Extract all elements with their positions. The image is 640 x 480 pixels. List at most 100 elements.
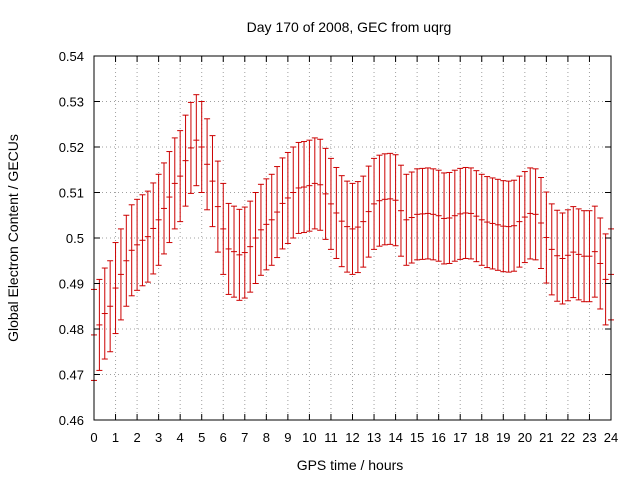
x-tick-label: 4 [177,430,184,445]
error-bar [537,176,544,269]
error-bar [301,141,308,234]
error-bar [365,165,372,258]
error-bar [171,137,178,230]
axis-ticks: 0 1 2 3 4 5 6 7 8 9 10 11 12 13 14 15 16 17 18 19 20 21 22 23 24… [59,49,619,445]
x-tick-label: 14 [388,430,402,445]
error-bar [338,175,345,268]
error-bar [344,180,351,273]
error-bar [252,192,259,284]
x-tick-label: 5 [198,430,205,445]
error-bar [317,138,324,231]
error-bar [591,205,598,298]
error-bar [403,173,410,266]
x-tick-label: 3 [155,430,162,445]
x-axis-label: GPS time / hours [297,457,404,473]
error-bar [467,167,474,260]
error-bar [521,171,528,264]
error-bar [150,182,157,275]
y-tick-label: 0.51 [59,186,84,201]
x-tick-label: 24 [604,430,618,445]
error-bar [494,178,501,271]
error-bar [586,210,593,303]
error-bar [322,147,329,240]
error-bar [430,168,437,261]
x-tick-label: 1 [112,430,119,445]
x-tick-label: 17 [453,430,467,445]
error-bar [387,152,394,245]
error-bar [139,194,146,287]
error-bar [290,146,297,239]
error-bar [478,173,485,266]
error-bar [257,183,264,276]
error-bar [446,171,453,264]
y-tick-label: 0.53 [59,95,84,110]
y-tick-label: 0.54 [59,49,84,64]
x-tick-label: 23 [582,430,596,445]
error-bar [187,101,194,194]
error-bar [236,208,243,301]
error-bar [204,118,211,211]
x-tick-label: 15 [410,430,424,445]
error-bar [559,212,566,305]
y-tick-label: 0.48 [59,322,84,337]
error-bar [112,242,119,335]
error-bar [376,154,383,247]
x-tick-label: 0 [90,430,97,445]
error-bar [107,260,114,353]
error-bar [397,164,404,257]
error-bar [500,180,507,273]
error-bar [198,101,205,193]
error-bar [144,190,151,283]
error-bar [570,206,577,299]
error-bar [284,151,291,244]
error-bar [451,169,458,262]
error-bar [161,162,168,255]
y-tick-label: 0.47 [59,368,84,383]
error-bar [209,135,216,228]
x-tick-label: 16 [431,430,445,445]
error-bar [231,205,238,298]
error-bar [123,214,130,307]
error-bar [333,166,340,259]
error-bar [408,171,415,264]
x-tick-label: 10 [302,430,316,445]
error-bar [327,157,334,250]
error-bar [457,167,464,260]
error-bar [96,278,103,371]
x-tick-label: 6 [220,430,227,445]
x-tick-label: 11 [324,430,338,445]
y-tick-label: 0.5 [66,231,84,246]
error-bar [263,178,270,271]
y-tick-label: 0.49 [59,277,84,292]
x-tick-label: 22 [561,430,575,445]
error-bar [247,200,254,293]
x-tick-label: 13 [367,430,381,445]
grid-lines [94,56,611,420]
x-tick-label: 9 [284,430,291,445]
error-bar [349,182,356,275]
error-bar [274,166,281,259]
error-bar [128,204,135,297]
error-bar [220,182,227,275]
error-bar [241,206,248,299]
error-bar [371,157,378,250]
error-bar [505,180,512,273]
error-bar [602,233,609,326]
error-bar [311,137,318,230]
error-bar [575,208,582,301]
error-bar [473,170,480,263]
error-bars [91,94,614,381]
error-bar [392,154,399,247]
error-bar [516,175,523,268]
error-bar [117,228,124,321]
y-tick-label: 0.52 [59,140,84,155]
error-bar [225,202,232,295]
x-tick-label: 21 [539,430,553,445]
error-bar [177,130,184,223]
error-bar [435,169,442,262]
error-bar [193,94,200,187]
error-bar [101,267,108,360]
x-tick-label: 20 [518,430,532,445]
error-bar [441,172,448,265]
